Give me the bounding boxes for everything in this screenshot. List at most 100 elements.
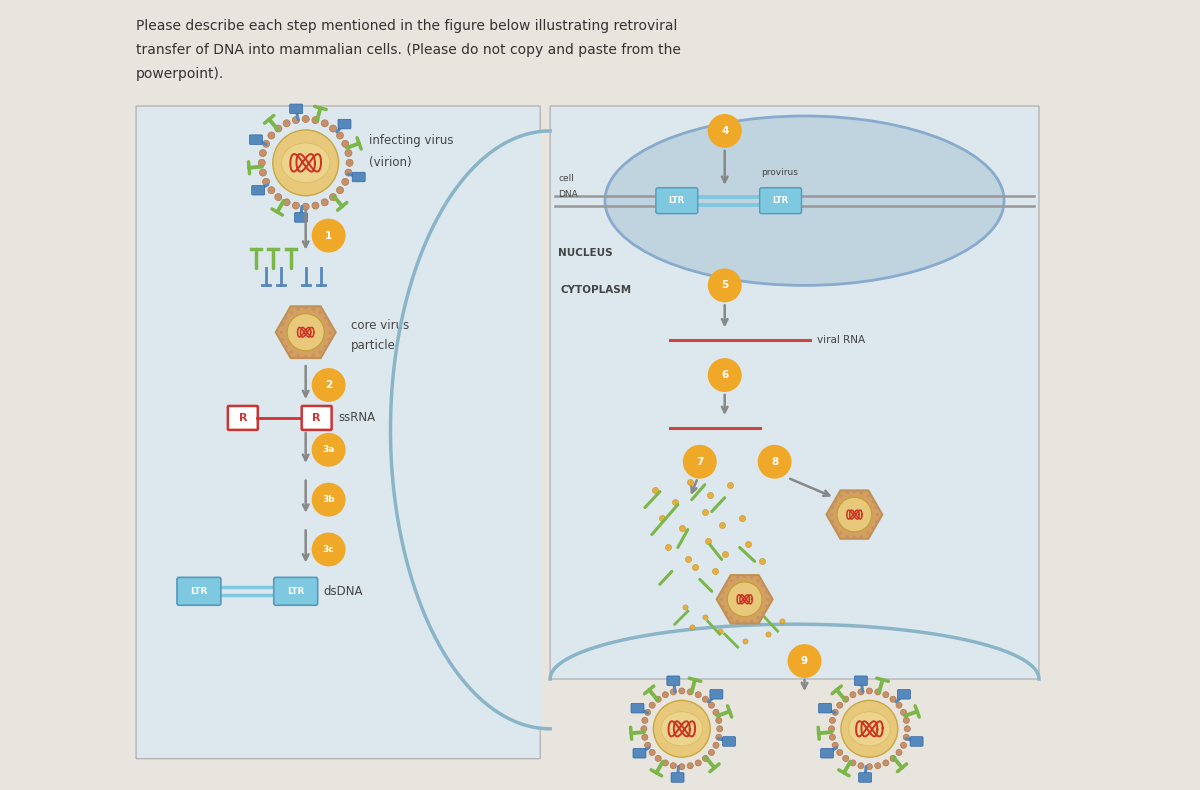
Circle shape: [655, 696, 661, 702]
Text: LTR: LTR: [773, 196, 788, 205]
Circle shape: [312, 117, 319, 123]
Circle shape: [866, 495, 870, 498]
Circle shape: [259, 169, 266, 176]
FancyBboxPatch shape: [818, 703, 832, 713]
Circle shape: [846, 491, 850, 495]
Circle shape: [858, 762, 864, 769]
Circle shape: [671, 689, 677, 695]
Circle shape: [312, 433, 346, 467]
Circle shape: [866, 764, 872, 769]
Circle shape: [342, 141, 349, 147]
Circle shape: [832, 709, 839, 716]
Text: infecting virus: infecting virus: [368, 134, 454, 148]
Circle shape: [642, 717, 648, 724]
Text: LTR: LTR: [287, 587, 305, 596]
Text: ssRNA: ssRNA: [338, 412, 376, 424]
Text: (virion): (virion): [368, 156, 412, 169]
Circle shape: [720, 597, 724, 601]
Text: 3b: 3b: [323, 495, 335, 504]
Circle shape: [830, 513, 833, 516]
Circle shape: [304, 306, 307, 310]
Circle shape: [846, 535, 850, 538]
Text: CYTOPLASM: CYTOPLASM: [560, 285, 631, 295]
Circle shape: [642, 734, 648, 740]
Circle shape: [344, 169, 352, 176]
Circle shape: [842, 755, 848, 762]
FancyBboxPatch shape: [228, 406, 258, 430]
Circle shape: [839, 532, 842, 535]
Circle shape: [842, 696, 848, 702]
FancyBboxPatch shape: [136, 106, 540, 758]
Circle shape: [875, 506, 878, 510]
Circle shape: [263, 179, 270, 186]
FancyBboxPatch shape: [656, 188, 697, 213]
Circle shape: [713, 743, 719, 748]
Circle shape: [342, 179, 349, 186]
Circle shape: [312, 532, 346, 566]
Circle shape: [834, 526, 838, 530]
Circle shape: [713, 709, 719, 716]
Circle shape: [272, 130, 338, 196]
FancyBboxPatch shape: [176, 577, 221, 605]
Circle shape: [284, 345, 288, 348]
FancyBboxPatch shape: [760, 188, 802, 213]
Circle shape: [268, 186, 275, 194]
Circle shape: [708, 358, 742, 392]
Polygon shape: [827, 491, 882, 539]
Circle shape: [904, 734, 910, 740]
Circle shape: [764, 604, 768, 608]
Circle shape: [688, 762, 694, 769]
Circle shape: [304, 355, 307, 359]
Circle shape: [296, 307, 300, 310]
Circle shape: [336, 132, 343, 139]
Circle shape: [324, 345, 328, 348]
Circle shape: [730, 616, 733, 619]
Circle shape: [293, 117, 300, 123]
Circle shape: [743, 620, 746, 624]
Circle shape: [764, 591, 768, 594]
Circle shape: [853, 490, 856, 494]
Circle shape: [836, 750, 842, 755]
Text: cell: cell: [558, 175, 574, 183]
Circle shape: [830, 506, 834, 510]
FancyBboxPatch shape: [301, 406, 331, 430]
Circle shape: [330, 194, 336, 201]
Text: LTR: LTR: [668, 196, 685, 205]
FancyBboxPatch shape: [671, 773, 684, 782]
Circle shape: [904, 717, 910, 724]
Ellipse shape: [848, 712, 890, 746]
Circle shape: [721, 591, 725, 594]
Circle shape: [318, 310, 322, 314]
Text: 1: 1: [325, 231, 332, 241]
Circle shape: [850, 760, 856, 766]
FancyBboxPatch shape: [910, 737, 923, 747]
Circle shape: [328, 338, 331, 341]
Circle shape: [346, 160, 353, 167]
Circle shape: [890, 696, 896, 702]
FancyBboxPatch shape: [722, 737, 736, 747]
Text: 3a: 3a: [323, 446, 335, 454]
Circle shape: [716, 726, 722, 732]
FancyBboxPatch shape: [252, 186, 265, 195]
Circle shape: [715, 734, 722, 740]
Circle shape: [875, 762, 881, 769]
FancyBboxPatch shape: [632, 748, 646, 758]
Circle shape: [688, 689, 694, 695]
Text: Please describe each step mentioned in the figure below illustrating retroviral: Please describe each step mentioned in t…: [136, 19, 678, 33]
Text: 9: 9: [800, 656, 808, 666]
Text: NUCLEUS: NUCLEUS: [558, 247, 613, 258]
Circle shape: [725, 611, 728, 615]
Text: 6: 6: [721, 370, 728, 380]
Circle shape: [312, 368, 346, 402]
Circle shape: [275, 125, 282, 132]
Circle shape: [330, 125, 336, 132]
Circle shape: [287, 314, 324, 351]
Circle shape: [644, 743, 650, 748]
Circle shape: [750, 576, 754, 579]
Circle shape: [283, 199, 290, 206]
Circle shape: [841, 701, 898, 758]
Circle shape: [312, 307, 316, 310]
Circle shape: [858, 689, 864, 695]
FancyBboxPatch shape: [710, 690, 722, 699]
Circle shape: [839, 495, 842, 498]
